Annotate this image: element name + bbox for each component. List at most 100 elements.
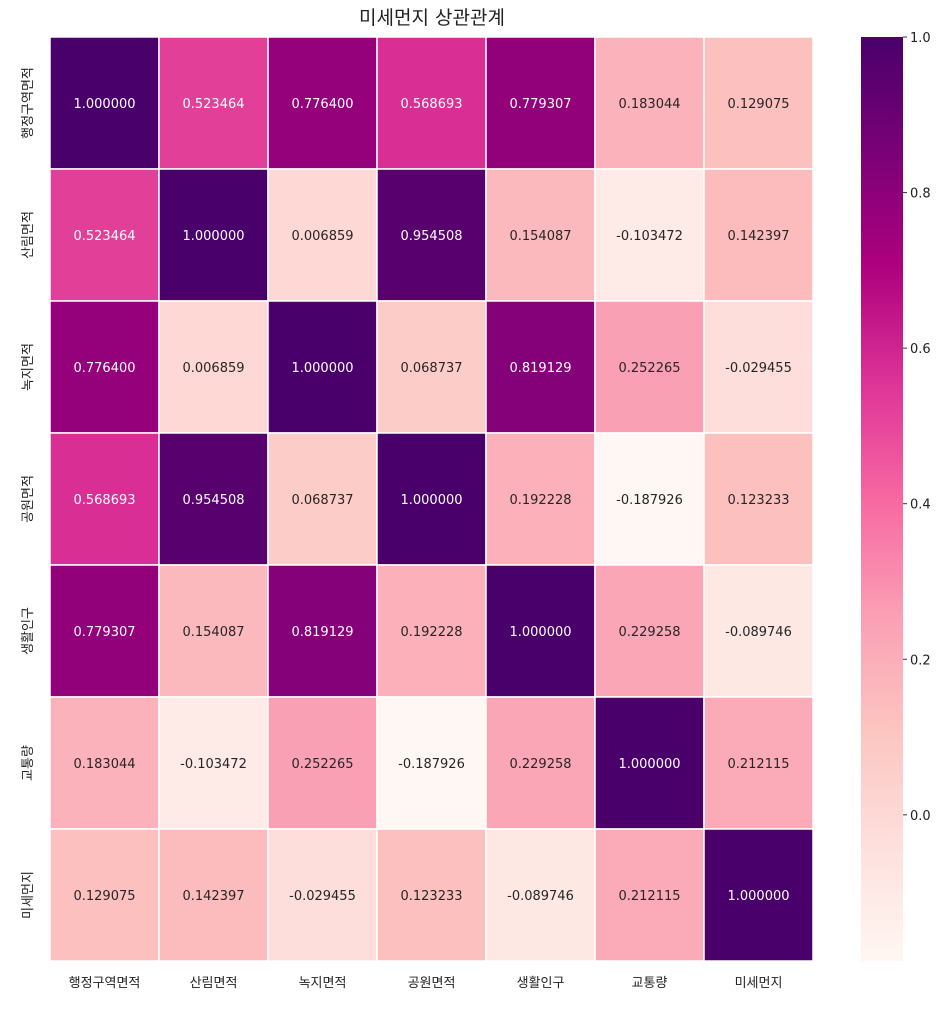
- y-tick-label-3: 공원면적: [21, 475, 36, 523]
- cell-value-label-3-5: -0.187926: [616, 493, 683, 508]
- cell-value-label-4-3: 0.192228: [400, 625, 462, 640]
- heatmap-cell-6-6: [703, 828, 814, 962]
- x-tick-label-6: 미세먼지: [735, 976, 783, 991]
- cell-value-label-5-6: 0.212115: [727, 757, 789, 772]
- heatmap-cell-2-6: [703, 300, 814, 434]
- cell-value-label-2-0: 0.776400: [73, 361, 135, 376]
- heatmap-cell-1-4: [485, 168, 596, 302]
- chart-title: 미세먼지 상관관계: [359, 7, 505, 29]
- cell-value-label-2-4: 0.819129: [509, 361, 571, 376]
- x-axis-tick-labels: 행정구역면적 산림면적 녹지면적 공원면적 생활인구 교통량 미세먼지: [69, 975, 783, 991]
- heatmap-cell-0-1: [158, 36, 269, 170]
- cell-value-label-5-2: 0.252265: [291, 757, 353, 772]
- cell-value-label-0-5: 0.183044: [618, 97, 680, 112]
- cell-value-label-0-0: 1.000000: [73, 97, 135, 112]
- heatmap-cell-1-0: [49, 168, 160, 302]
- colorbar-tick-label-4: 0.8: [910, 187, 931, 202]
- cell-value-label-0-4: 0.779307: [509, 97, 571, 112]
- cell-value-label-3-2: 0.068737: [291, 493, 353, 508]
- colorbar-tick-label-2: 0.4: [910, 498, 931, 513]
- cell-value-label-4-4: 1.000000: [509, 625, 571, 640]
- heatmap-cell-4-6: [703, 564, 814, 698]
- cell-value-label-6-6: 1.000000: [727, 889, 789, 904]
- cell-value-label-4-1: 0.154087: [182, 625, 244, 640]
- heatmap-cell-5-1: [158, 696, 269, 830]
- heatmap-cell-0-0: [49, 36, 160, 170]
- cell-value-label-6-3: 0.123233: [400, 889, 462, 904]
- cell-value-label-6-2: -0.029455: [289, 889, 356, 904]
- x-tick-label-2: 녹지면적: [299, 976, 347, 991]
- heatmap-cell-5-0: [49, 696, 160, 830]
- heatmap-cell-2-2: [267, 300, 378, 434]
- colorbar-tick-label-5: 1.0: [910, 31, 931, 46]
- cell-value-label-1-1: 1.000000: [182, 229, 244, 244]
- heatmap-cell-2-5: [594, 300, 705, 434]
- cell-value-label-2-3: 0.068737: [400, 361, 462, 376]
- heatmap-cell-0-2: [267, 36, 378, 170]
- colorbar-ticks: 0.0 0.2 0.4 0.6 0.8 1.0: [903, 31, 931, 824]
- cell-value-label-0-2: 0.776400: [291, 97, 353, 112]
- cell-value-label-5-5: 1.000000: [618, 757, 680, 772]
- cell-value-label-5-4: 0.229258: [509, 757, 571, 772]
- x-tick-label-5: 교통량: [632, 976, 668, 991]
- cell-value-label-5-1: -0.103472: [180, 757, 247, 772]
- cell-value-label-3-0: 0.568693: [73, 493, 135, 508]
- cell-value-label-0-3: 0.568693: [400, 97, 462, 112]
- heatmap-cell-2-3: [376, 300, 487, 434]
- heatmap-cell-5-4: [485, 696, 596, 830]
- heatmap-cell-4-2: [267, 564, 378, 698]
- cell-value-label-4-2: 0.819129: [291, 625, 353, 640]
- heatmap-cell-0-5: [594, 36, 705, 170]
- x-tick-label-0: 행정구역면적: [69, 975, 141, 991]
- cell-value-label-1-4: 0.154087: [509, 229, 571, 244]
- heatmap-cell-2-4: [485, 300, 596, 434]
- cell-value-label-1-5: -0.103472: [616, 229, 683, 244]
- cell-value-label-4-0: 0.779307: [73, 625, 135, 640]
- cell-value-label-0-6: 0.129075: [727, 97, 789, 112]
- y-tick-label-4: 생활인구: [21, 607, 36, 655]
- y-tick-label-5: 교통량: [21, 745, 36, 781]
- y-tick-label-0: 행정구역면적: [20, 67, 36, 139]
- heatmap-cell-6-4: [485, 828, 596, 962]
- cell-value-label-5-3: -0.187926: [398, 757, 465, 772]
- heatmap-cell-1-2: [267, 168, 378, 302]
- x-tick-label-4: 생활인구: [517, 976, 565, 991]
- heatmap-cell-5-6: [703, 696, 814, 830]
- heatmap-cell-6-5: [594, 828, 705, 962]
- cell-value-label-1-0: 0.523464: [73, 229, 135, 244]
- cell-value-label-3-3: 1.000000: [400, 493, 462, 508]
- cell-value-label-2-5: 0.252265: [618, 361, 680, 376]
- cell-value-label-4-5: 0.229258: [618, 625, 680, 640]
- cell-value-label-1-3: 0.954508: [400, 229, 462, 244]
- colorbar-tick-label-3: 0.6: [910, 342, 931, 357]
- cell-value-label-6-1: 0.142397: [182, 889, 244, 904]
- cell-value-label-0-1: 0.523464: [182, 97, 244, 112]
- y-tick-label-6: 미세먼지: [21, 871, 36, 919]
- heatmap-cell-3-1: [158, 432, 269, 566]
- heatmap-cell-1-6: [703, 168, 814, 302]
- heatmap-cell-3-3: [376, 432, 487, 566]
- cell-value-label-2-2: 1.000000: [291, 361, 353, 376]
- heatmap-cell-6-2: [267, 828, 378, 962]
- cell-value-label-4-6: -0.089746: [725, 625, 792, 640]
- cell-value-label-5-0: 0.183044: [73, 757, 135, 772]
- heatmap-cell-4-0: [49, 564, 160, 698]
- heatmap-cell-3-5: [594, 432, 705, 566]
- heatmap-cell-5-2: [267, 696, 378, 830]
- cell-value-label-1-6: 0.142397: [727, 229, 789, 244]
- cell-value-label-1-2: 0.006859: [291, 229, 353, 244]
- colorbar-tick-label-0: 0.0: [910, 809, 931, 824]
- y-tick-label-1: 산림면적: [21, 211, 36, 259]
- heatmap-cell-6-0: [49, 828, 160, 962]
- cell-value-label-3-6: 0.123233: [727, 493, 789, 508]
- heatmap-cell-3-6: [703, 432, 814, 566]
- x-tick-label-3: 공원면적: [408, 976, 456, 991]
- heatmap-cell-0-3: [376, 36, 487, 170]
- cell-value-label-3-4: 0.192228: [509, 493, 571, 508]
- heatmap-cell-0-4: [485, 36, 596, 170]
- heatmap-cell-1-5: [594, 168, 705, 302]
- colorbar: [861, 37, 903, 961]
